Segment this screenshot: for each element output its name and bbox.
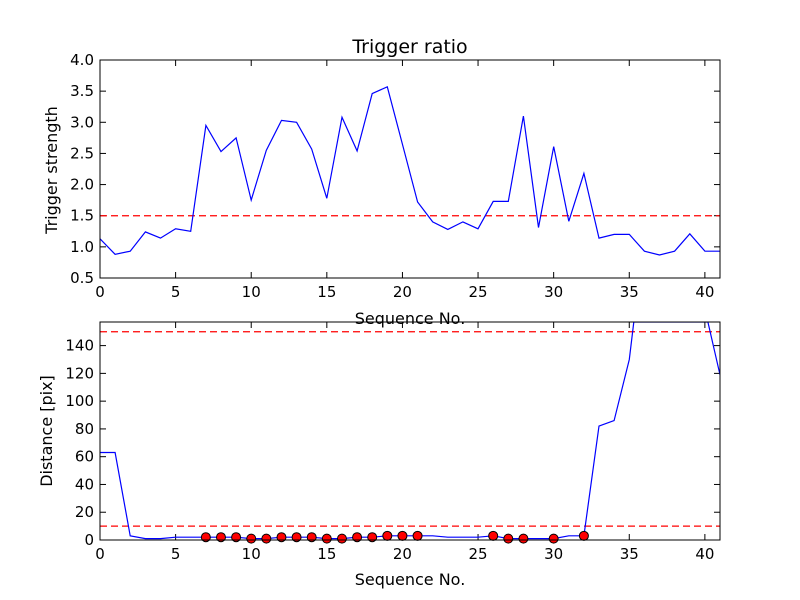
- x-tick-label: 30: [544, 545, 563, 563]
- data-point-marker: [200, 532, 211, 543]
- y-tick-label: 120: [65, 364, 94, 382]
- y-tick-label: 2.0: [70, 176, 94, 194]
- y-axis-label: Distance [pix]: [37, 375, 56, 487]
- x-tick-label: 15: [317, 545, 336, 563]
- series-line: [100, 322, 720, 540]
- x-tick-label: 0: [95, 545, 105, 563]
- y-tick-label: 4.0: [70, 51, 94, 69]
- trigger-ratio-chart: Trigger ratio Trigger strength Sequence …: [42, 36, 721, 328]
- plot-frame: [99, 59, 721, 279]
- chart-title: Trigger ratio: [351, 36, 467, 58]
- y-tick-label: 60: [75, 448, 94, 466]
- x-tick-label: 40: [695, 283, 714, 301]
- data-point-marker: [276, 532, 287, 543]
- y-tick-label: 3.5: [70, 82, 94, 100]
- y-tick-label: 0: [84, 531, 94, 549]
- x-tick-label: 25: [469, 283, 488, 301]
- plot-frame: [99, 321, 721, 541]
- x-tick-label: 40: [695, 545, 714, 563]
- y-tick-label: 40: [75, 475, 94, 493]
- data-point-marker: [397, 530, 408, 541]
- y-tick-label: 3.0: [70, 113, 94, 131]
- y-tick-label: 140: [65, 337, 94, 355]
- y-tick-label: 2.5: [70, 144, 94, 162]
- data-point-marker: [321, 533, 332, 544]
- x-tick-label: 5: [171, 283, 181, 301]
- distance-chart: Distance [pix] Sequence No. 0 5 10 15 20 25 30…: [37, 321, 721, 589]
- x-axis-label: Sequence No.: [355, 570, 466, 589]
- x-tick-label: 20: [393, 545, 412, 563]
- x-tick-label: 20: [393, 283, 412, 301]
- data-point-marker: [246, 533, 257, 544]
- y-axis-label: Trigger strength: [42, 106, 61, 235]
- data-point-marker: [548, 533, 559, 544]
- data-point-marker: [382, 530, 393, 541]
- x-tick-label: 5: [171, 545, 181, 563]
- data-point-marker: [578, 530, 589, 541]
- x-tick-label: 15: [317, 283, 336, 301]
- y-tick-label: 80: [75, 420, 94, 438]
- x-tick-label: 35: [620, 283, 639, 301]
- data-point-marker: [215, 532, 226, 543]
- data-point-marker: [503, 533, 514, 544]
- data-point-marker: [352, 532, 363, 543]
- x-tick-label: 10: [242, 283, 261, 301]
- data-point-marker: [518, 533, 529, 544]
- x-tick-label: 25: [469, 545, 488, 563]
- y-tick-label: 0.5: [70, 269, 94, 287]
- x-tick-label: 35: [620, 545, 639, 563]
- x-tick-label: 30: [544, 283, 563, 301]
- x-axis-label: Sequence No.: [355, 309, 466, 328]
- series-line: [100, 85, 720, 256]
- y-tick-label: 100: [65, 392, 94, 410]
- data-point-marker: [367, 532, 378, 543]
- data-point-marker: [291, 532, 302, 543]
- data-point-marker: [488, 530, 499, 541]
- data-point-marker: [412, 530, 423, 541]
- data-point-marker: [231, 532, 242, 543]
- x-tick-label: 0: [95, 283, 105, 301]
- data-point-marker: [261, 533, 272, 544]
- y-tick-label: 1.5: [70, 207, 94, 225]
- data-point-marker: [306, 532, 317, 543]
- x-tick-label: 10: [242, 545, 261, 563]
- y-tick-label: 20: [75, 503, 94, 521]
- data-point-marker: [336, 533, 347, 544]
- y-tick-label: 1.0: [70, 238, 94, 256]
